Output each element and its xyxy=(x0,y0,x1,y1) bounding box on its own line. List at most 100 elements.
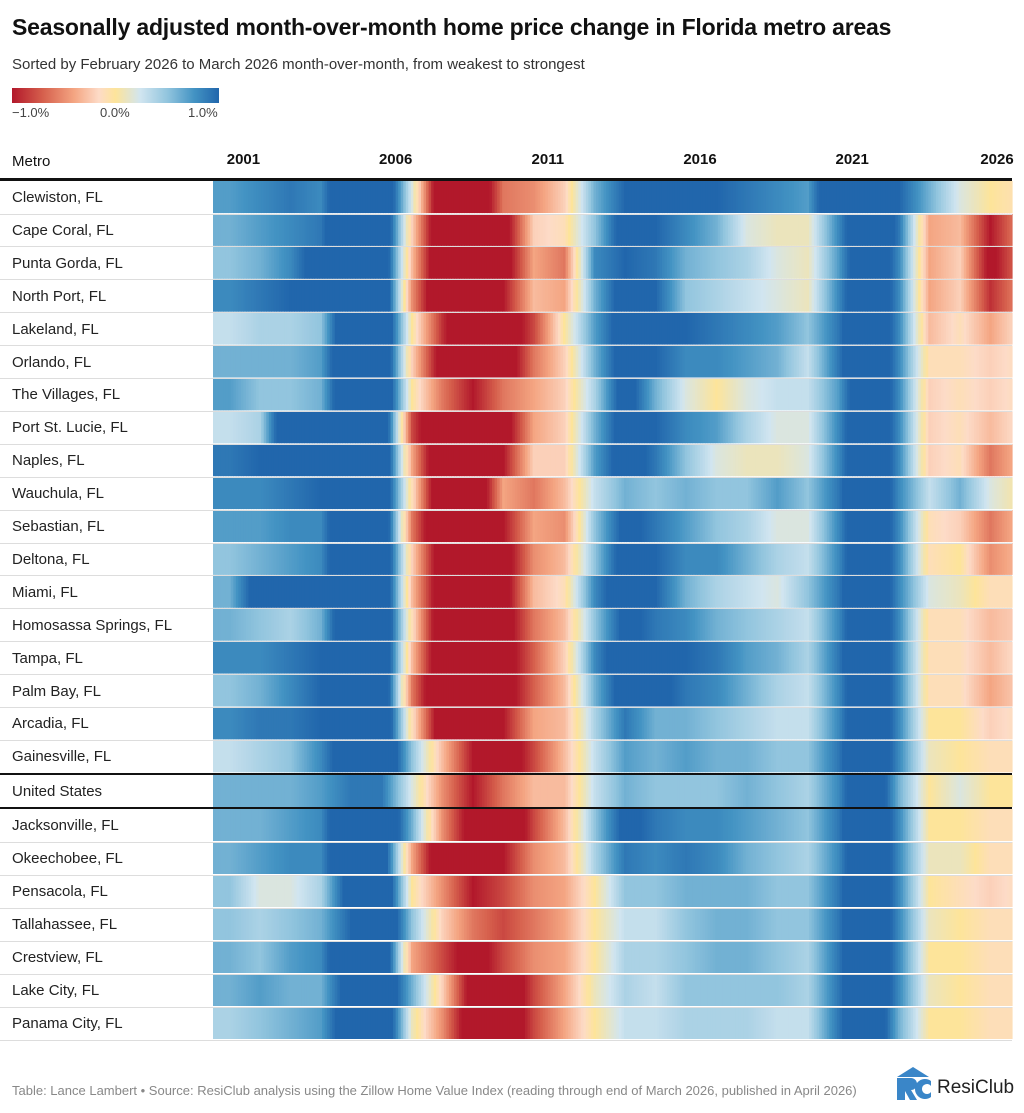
heatmap-cell xyxy=(461,477,465,510)
heatmap-cell xyxy=(793,575,797,608)
heatmap-cell xyxy=(677,279,681,312)
heatmap-cell xyxy=(484,246,488,279)
heatmap-cell xyxy=(342,378,346,411)
heatmap-cell xyxy=(339,279,343,312)
heatmap-cell xyxy=(524,181,529,213)
heatmap-cell xyxy=(857,246,861,279)
heatmap-cell xyxy=(499,641,503,674)
heatmap-cell xyxy=(588,674,592,707)
heatmap-cell xyxy=(355,444,359,477)
heatmap-cell xyxy=(659,181,663,213)
heatmap-cell xyxy=(349,575,354,608)
heatmap-cell xyxy=(393,411,397,444)
heatmap-cell xyxy=(664,641,668,674)
heatmap-cell xyxy=(459,575,463,608)
heatmap-cell xyxy=(966,181,970,213)
heatmap-cell xyxy=(667,510,671,542)
heatmap-cell xyxy=(459,378,463,411)
heatmap-cell xyxy=(702,378,706,411)
heatmap-cell xyxy=(705,213,709,246)
heatmap-cell xyxy=(580,641,584,674)
heatmap-cell xyxy=(953,477,957,510)
heatmap-cell xyxy=(847,575,851,608)
heatmap-cell xyxy=(476,279,480,312)
heatmap-cell xyxy=(342,608,346,641)
heatmap-cell xyxy=(946,181,950,213)
heatmap-cell xyxy=(791,213,795,246)
heatmap-cell xyxy=(568,444,572,477)
heatmap-cell xyxy=(400,542,404,575)
heatmap-cell xyxy=(872,641,876,674)
heatmap-cell xyxy=(892,181,896,213)
heatmap-cell xyxy=(504,345,508,378)
heatmap-cell xyxy=(684,674,688,707)
heatmap-cell xyxy=(727,444,732,477)
heatmap-cell xyxy=(410,213,414,246)
heatmap-cell xyxy=(296,246,300,279)
heatmap-cell xyxy=(996,444,1000,477)
heatmap-cell xyxy=(758,312,762,345)
heatmap-cell xyxy=(400,477,404,510)
heatmap-cell xyxy=(740,510,744,542)
heatmap-cell xyxy=(897,312,901,345)
heatmap-cell xyxy=(258,444,262,477)
heatmap-cell xyxy=(240,444,245,477)
heatmap-cell xyxy=(902,575,907,608)
heatmap-cell xyxy=(613,510,617,542)
heatmap-cell xyxy=(674,542,678,575)
heatmap-cell xyxy=(375,378,379,411)
heatmap-cell xyxy=(634,213,638,246)
heatmap-cell xyxy=(342,279,346,312)
heatmap-cell xyxy=(365,444,369,477)
heatmap-cell xyxy=(811,510,815,542)
heatmap-cell xyxy=(786,542,790,575)
heatmap-cell xyxy=(826,477,830,510)
heatmap-cell xyxy=(763,641,767,674)
heatmap-cell xyxy=(509,608,513,641)
heatmap-cell xyxy=(923,510,927,542)
heatmap-cell xyxy=(634,674,638,707)
heatmap-cell xyxy=(225,213,229,246)
heatmap-cell xyxy=(263,542,267,575)
heatmap-cell xyxy=(294,181,298,213)
heatmap-cell xyxy=(831,213,836,246)
heatmap-cell xyxy=(251,608,255,641)
heatmap-cell xyxy=(958,246,962,279)
heatmap-cell xyxy=(875,510,879,542)
heatmap-cell xyxy=(235,378,239,411)
heatmap-cell xyxy=(821,181,825,213)
heatmap-cell xyxy=(682,542,686,575)
heatmap-cell xyxy=(727,279,732,312)
heatmap-cell xyxy=(857,213,861,246)
heatmap-cell xyxy=(692,378,696,411)
heatmap-cell xyxy=(433,608,437,641)
heatmap-cell xyxy=(443,608,447,641)
heatmap-cell xyxy=(915,279,919,312)
heatmap-cell xyxy=(748,213,752,246)
heatmap-cell xyxy=(821,510,825,542)
heatmap-cell xyxy=(337,246,341,279)
heatmap-cell xyxy=(426,279,430,312)
heatmap-cell xyxy=(494,477,498,510)
heatmap-cell xyxy=(324,674,328,707)
heatmap-cell xyxy=(963,378,967,411)
heatmap-cell xyxy=(230,542,234,575)
heatmap-cell xyxy=(535,411,539,444)
heatmap-cell xyxy=(646,510,650,542)
heatmap-cell xyxy=(951,378,955,411)
heatmap-cell xyxy=(266,542,270,575)
heatmap-cell xyxy=(400,444,404,477)
heatmap-cell xyxy=(631,608,635,641)
heatmap-cell xyxy=(519,279,524,312)
heatmap-cell xyxy=(811,674,815,707)
heatmap-cell xyxy=(492,279,496,312)
heatmap-cell xyxy=(831,279,836,312)
heatmap-cell xyxy=(753,345,757,378)
heatmap-cell xyxy=(583,213,587,246)
heatmap-cell xyxy=(519,181,524,213)
heatmap-cell xyxy=(215,674,219,707)
heatmap-cell xyxy=(689,246,693,279)
heatmap-cell xyxy=(585,477,590,510)
heatmap-cell xyxy=(497,575,501,608)
heatmap-cell xyxy=(989,510,993,542)
